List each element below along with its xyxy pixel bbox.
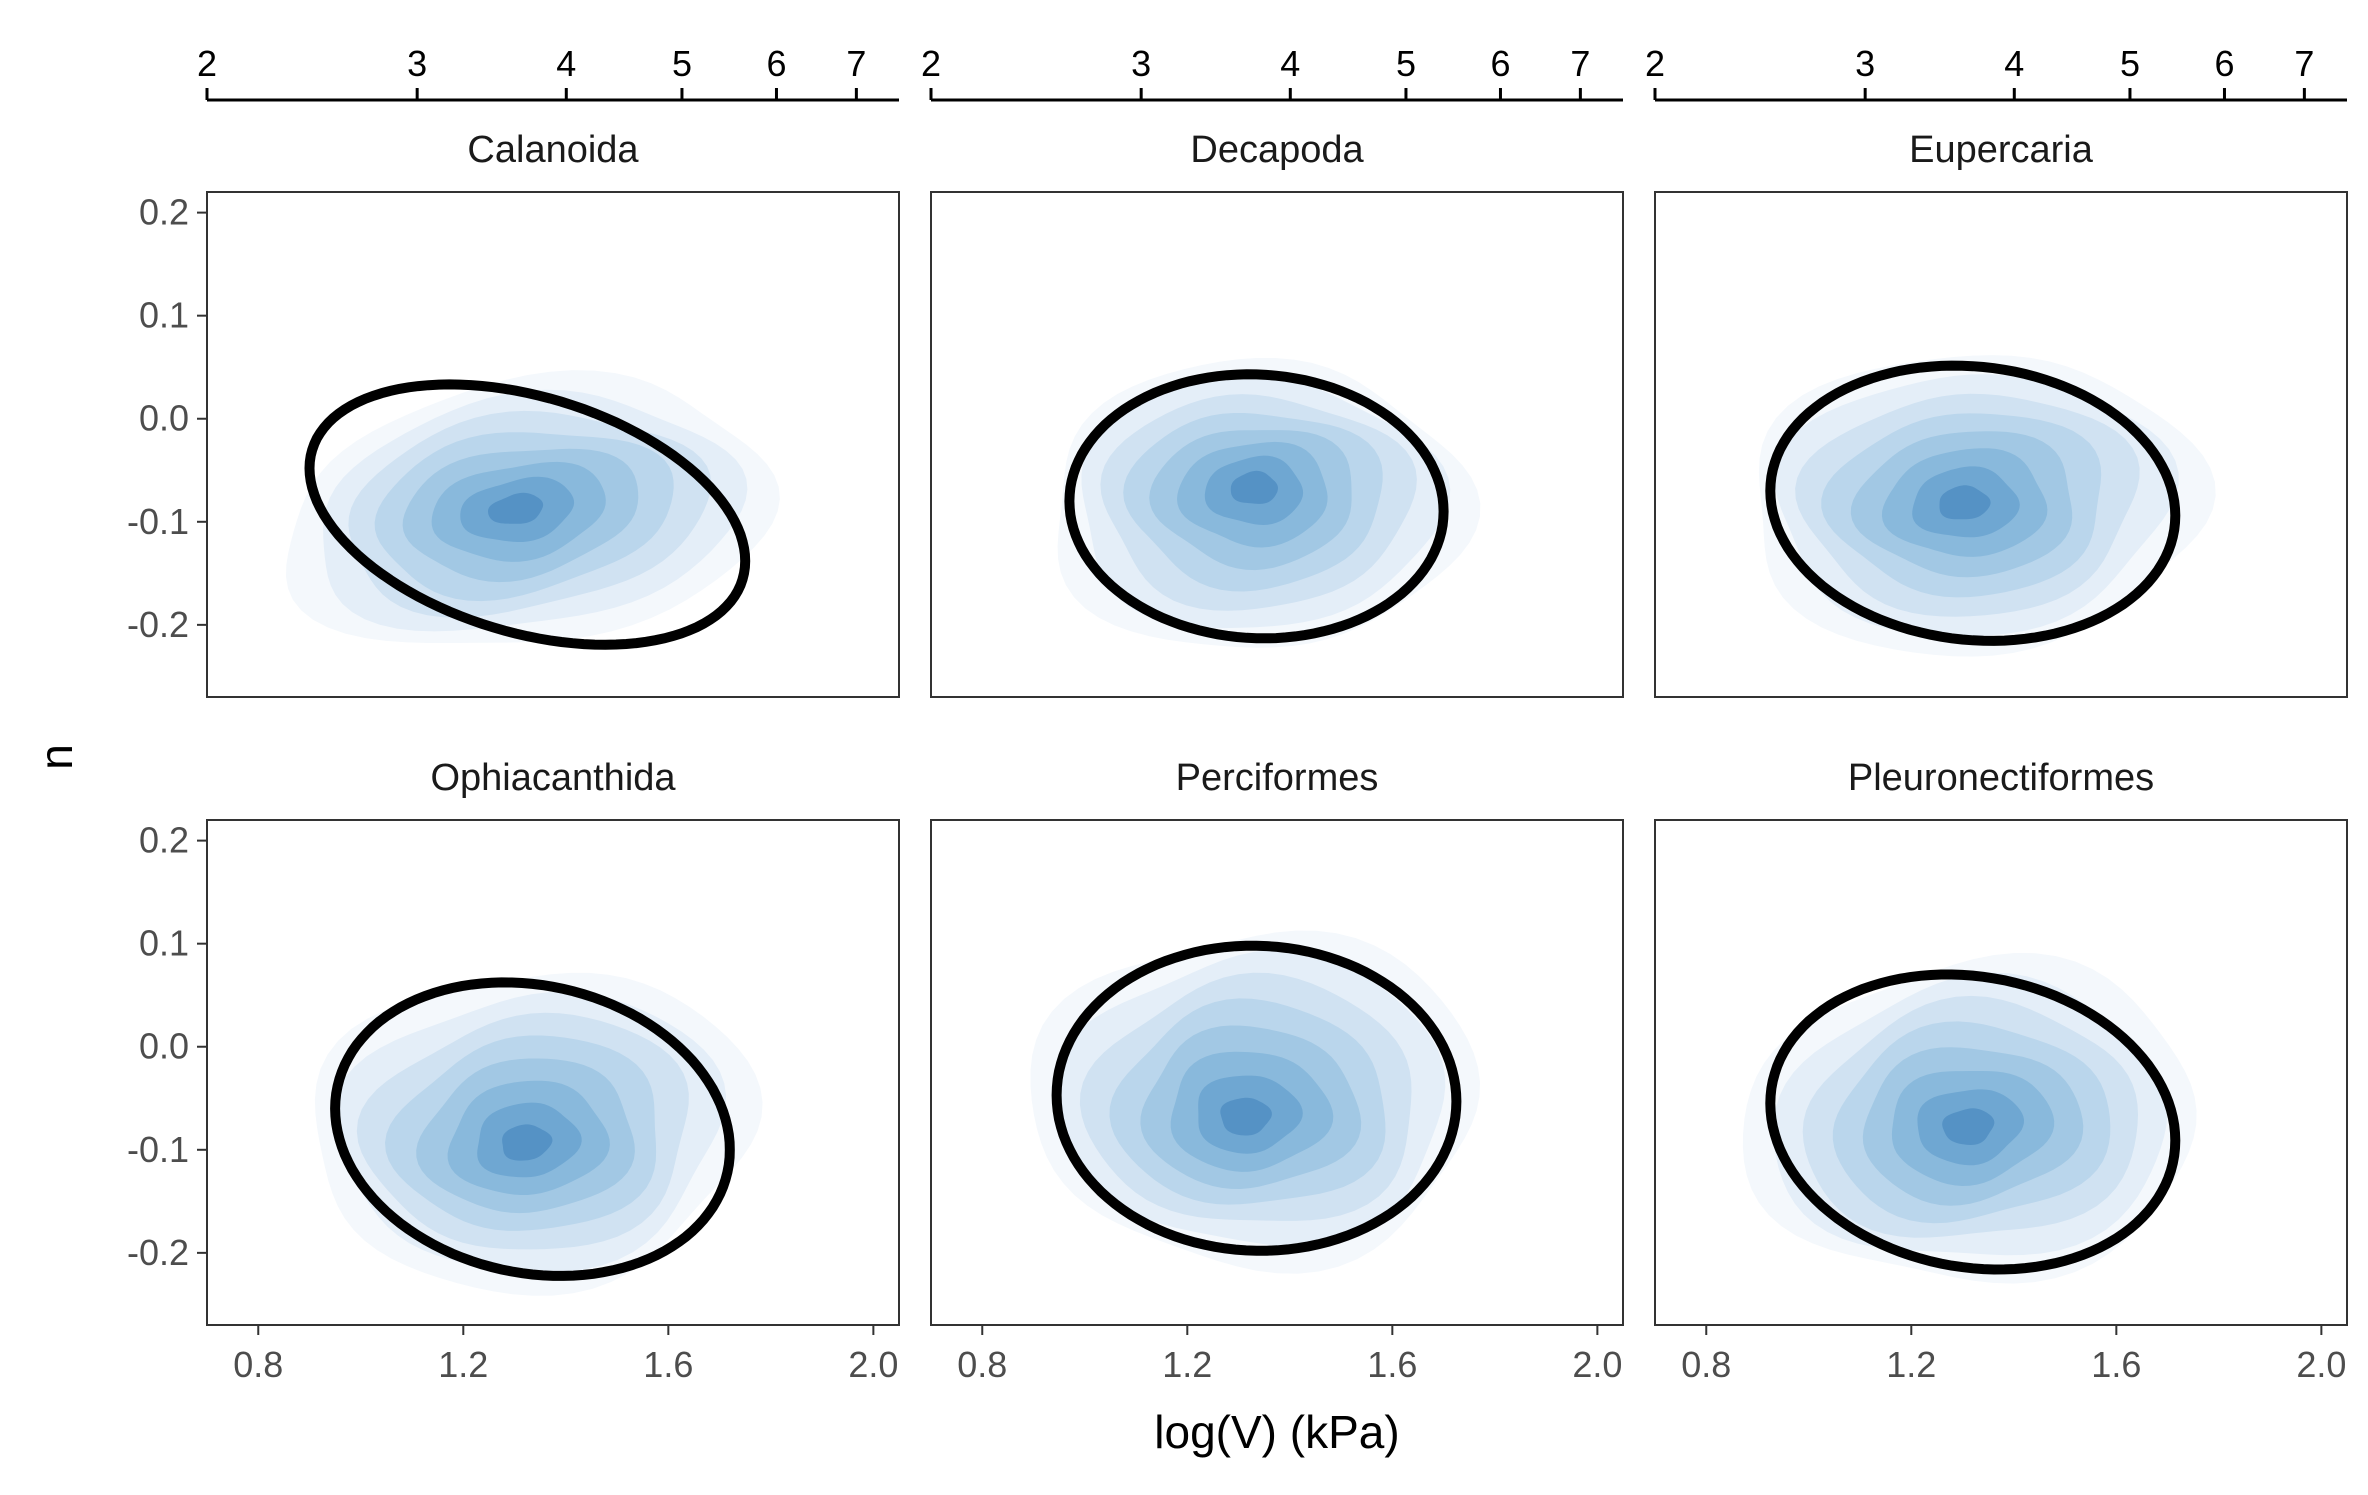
panel-title: Perciformes — [1176, 757, 1379, 799]
x-axis-title: log(V) (kPa) — [1154, 1406, 1399, 1458]
y-tick-label: 0.1 — [139, 295, 189, 336]
panel-pleuronectiformes: Pleuronectiformes 0.8 1.2 1.6 2.0 — [1654, 757, 2348, 1385]
density-layer — [1057, 358, 1481, 648]
panel-title: Decapoda — [1190, 129, 1364, 171]
x-tick-label: 1.2 — [438, 1344, 488, 1385]
x-tick-label: 0.8 — [233, 1344, 283, 1385]
top-axis-3: 2 3 4 5 6 7 — [1645, 43, 2347, 102]
panel-title: Ophiacanthida — [430, 757, 676, 799]
y-tick-label: -0.1 — [127, 501, 189, 542]
panel-title: Pleuronectiformes — [1848, 757, 2154, 799]
panel-border — [930, 191, 1624, 698]
top-axis-tick-label: 2 — [921, 43, 941, 84]
panel-calanoida: Calanoida 0.2 0.1 0.0 -0.1 -0.2 — [127, 129, 900, 698]
top-axis-tick-label: 2 — [197, 43, 217, 84]
panel-title: Eupercaria — [1909, 129, 2094, 171]
panel-border — [1654, 819, 2348, 1326]
density-layer — [1758, 355, 2216, 657]
y-tick-label: -0.2 — [127, 1232, 189, 1273]
x-tick-label: 2.0 — [2296, 1344, 2346, 1385]
top-axis-tick-label: 7 — [2294, 43, 2314, 84]
panel-border — [930, 819, 1624, 1326]
top-axis-tick-label: 5 — [1396, 43, 1416, 84]
top-axis-tick-label: 4 — [2004, 43, 2024, 84]
panel-decapoda: Decapoda — [930, 129, 1624, 698]
top-axis-tick-label: 3 — [1131, 43, 1151, 84]
top-axis-tick-label: 4 — [556, 43, 576, 84]
x-tick-label: 0.8 — [1681, 1344, 1731, 1385]
density-layer — [286, 370, 780, 650]
top-axis-tick-label: 5 — [2120, 43, 2140, 84]
density-layer — [1030, 930, 1480, 1274]
panel-border — [206, 191, 900, 698]
x-tick-label: 1.2 — [1886, 1344, 1936, 1385]
y-tick-label: 0.2 — [139, 192, 189, 233]
y-tick-label: 0.0 — [139, 398, 189, 439]
y-tick-label: 0.2 — [139, 820, 189, 861]
top-axis-2: 2 3 4 5 6 7 — [921, 43, 1623, 102]
top-axis-tick-label: 6 — [766, 43, 786, 84]
density-contour-level — [1939, 485, 1991, 520]
ellipse-outline — [1765, 969, 2181, 1275]
y-tick-label: -0.1 — [127, 1129, 189, 1170]
ellipse-outline — [1051, 940, 1462, 1256]
x-tick-label: 1.6 — [643, 1344, 693, 1385]
top-axis-tick-label: 7 — [846, 43, 866, 84]
density-contour-level — [488, 492, 544, 524]
ellipse-outline — [1064, 369, 1449, 644]
ellipse-outline — [1765, 360, 2181, 646]
x-tick-label: 1.6 — [2091, 1344, 2141, 1385]
ellipse-outline — [304, 379, 751, 650]
top-axis-tick-label: 6 — [2214, 43, 2234, 84]
x-tick-label: 2.0 — [848, 1344, 898, 1385]
y-tick-label: -0.2 — [127, 604, 189, 645]
top-axis-tick-label: 2 — [1645, 43, 1665, 84]
top-axis-tick-label: 7 — [1570, 43, 1590, 84]
x-tick-label: 1.2 — [1162, 1344, 1212, 1385]
top-axis-tick-label: 5 — [672, 43, 692, 84]
density-layer — [1742, 953, 2197, 1284]
panel-title: Calanoida — [467, 129, 639, 171]
panel-ophiacanthida: Ophiacanthida 0.2 0.1 0.0 -0.1 -0.2 0.8 1.2 1.6 2… — [127, 757, 900, 1385]
top-axis-tick-label: 4 — [1280, 43, 1300, 84]
top-axis-tick-label: 6 — [1490, 43, 1510, 84]
panel-border — [206, 819, 900, 1326]
panel-perciformes: Perciformes 0.8 1.2 1.6 2.0 — [930, 757, 1624, 1385]
density-contour-level — [502, 1124, 553, 1161]
panel-border — [1654, 191, 2348, 698]
y-axis-title: n — [30, 744, 82, 770]
top-axis-tick-label: 3 — [1855, 43, 1875, 84]
density-contour-level — [1942, 1108, 1995, 1145]
density-layer — [314, 972, 763, 1296]
top-axis-1: 2 3 4 5 6 7 — [197, 43, 899, 102]
y-tick-label: 0.1 — [139, 923, 189, 964]
density-contour-level — [1230, 470, 1278, 504]
density-contour-level — [1220, 1097, 1272, 1136]
panel-eupercaria: Eupercaria — [1654, 129, 2348, 698]
x-tick-label: 0.8 — [957, 1344, 1007, 1385]
top-axis-tick-label: 3 — [407, 43, 427, 84]
x-tick-label: 1.6 — [1367, 1344, 1417, 1385]
ellipse-outline — [330, 977, 735, 1281]
y-tick-label: 0.0 — [139, 1026, 189, 1067]
x-tick-label: 2.0 — [1572, 1344, 1622, 1385]
